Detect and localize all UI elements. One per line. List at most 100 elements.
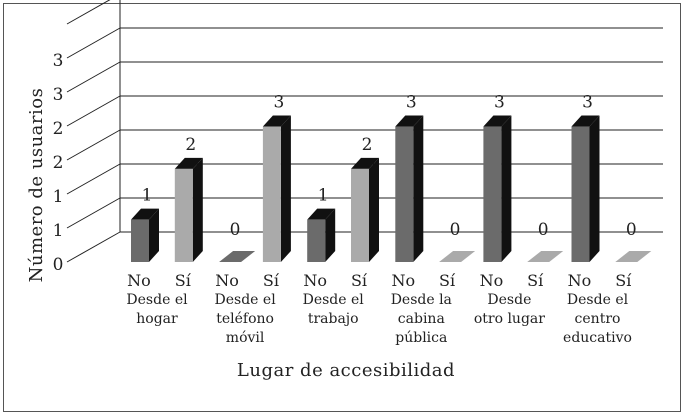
group-label: Desde el	[567, 292, 629, 308]
group-label: Desde el	[215, 292, 277, 308]
x-category-label: No	[127, 271, 151, 290]
data-label: 2	[362, 135, 373, 155]
bar-side	[325, 208, 336, 262]
y-tick-label: 3	[53, 51, 64, 71]
bar-side	[369, 157, 379, 262]
bar: 1	[131, 186, 159, 262]
y-tick-label: 3	[53, 85, 64, 105]
group-label: trabajo	[308, 311, 359, 327]
bar-top	[131, 208, 159, 220]
group-label: hogar	[136, 311, 178, 327]
bar-face	[483, 126, 502, 262]
x-axis-label: Lugar de accesibilidad	[237, 360, 455, 381]
bar-face	[395, 126, 414, 262]
x-category-label: No	[568, 271, 592, 290]
bar-face	[174, 168, 193, 262]
group-label: otro lugar	[474, 311, 545, 327]
bar-top	[307, 208, 336, 220]
grid-diagonal	[66, 163, 121, 195]
y-tick-label: 2	[53, 119, 64, 139]
bar: 3	[571, 93, 600, 262]
bar: 0	[439, 220, 476, 262]
data-label: 0	[230, 220, 241, 240]
x-category-label: Sí	[527, 271, 544, 290]
data-label: 1	[318, 186, 329, 206]
bar-top	[571, 115, 600, 127]
bar-side	[413, 115, 424, 262]
grid-diagonal	[66, 61, 121, 93]
bar: 0	[615, 220, 652, 262]
data-label: 1	[142, 186, 153, 206]
bar: 2	[351, 135, 379, 262]
bar-top	[395, 115, 424, 127]
bar-face	[262, 126, 281, 262]
bar: 3	[395, 93, 424, 262]
x-category-labels: No Sí Desde el hogar No Sí Desde el teléfono móv…	[126, 271, 632, 346]
grid-diagonal	[66, 95, 121, 127]
data-label: 0	[626, 220, 637, 240]
y-tick-label: 1	[53, 221, 64, 241]
group-label: teléfono	[216, 311, 274, 327]
data-label: 3	[494, 93, 505, 113]
group-label: educativo	[563, 330, 632, 346]
bar-face	[307, 219, 326, 262]
group-label: centro	[575, 311, 621, 327]
group-label: Desde la	[391, 292, 452, 308]
bar-side	[149, 208, 159, 262]
bar: 2	[174, 135, 203, 262]
bar-side	[501, 115, 512, 262]
data-label: 3	[582, 93, 593, 113]
y-tick-label: 1	[53, 187, 64, 207]
bar-side	[280, 115, 291, 262]
bar-zero	[219, 251, 256, 262]
x-category-label: Sí	[615, 271, 632, 290]
bars-layer: 1 2 0 3 1 2 3 0 3 0 3 0	[131, 93, 652, 262]
bar-zero	[527, 251, 564, 262]
grid-diagonal	[66, 129, 121, 161]
group-label: Desde el	[303, 292, 365, 308]
bar-zero	[615, 251, 652, 262]
bar-face	[351, 168, 369, 262]
data-label: 2	[185, 135, 196, 155]
y-tick-label: 0	[53, 255, 64, 275]
bar-face	[131, 219, 149, 262]
bar: 3	[483, 93, 512, 262]
y-tick-label: 2	[53, 153, 64, 173]
x-category-label: Sí	[439, 271, 456, 290]
grid-diagonal	[66, 0, 111, 25]
bar-zero	[439, 251, 476, 262]
bar: 0	[219, 220, 256, 262]
y-axis-label: Número de usuarios	[26, 88, 47, 283]
group-label: Desde	[487, 292, 531, 308]
x-category-label: No	[391, 271, 415, 290]
data-label: 0	[450, 220, 461, 240]
bar-face	[571, 126, 590, 262]
x-category-label: Sí	[175, 271, 192, 290]
chart-frame	[3, 3, 681, 412]
x-category-label: Sí	[351, 271, 368, 290]
group-label: móvil	[226, 330, 265, 346]
bar-side	[589, 115, 600, 262]
bar-top	[262, 115, 291, 127]
grid-diagonal	[66, 231, 121, 263]
y-tick-labels: 0 1 1 2 2 3 3	[53, 51, 64, 275]
bar: 0	[527, 220, 564, 262]
bar-top	[483, 115, 512, 127]
x-category-label: Sí	[263, 271, 280, 290]
bar: 1	[307, 186, 336, 262]
bar-side	[192, 157, 203, 262]
data-label: 3	[406, 93, 417, 113]
x-category-label: No	[215, 271, 239, 290]
x-category-label: No	[303, 271, 327, 290]
grid-diagonal	[66, 197, 121, 229]
bar-top	[351, 157, 379, 169]
bar-top	[174, 157, 203, 169]
x-category-label: No	[480, 271, 504, 290]
group-label: cabina	[398, 311, 445, 327]
data-label: 0	[538, 220, 549, 240]
group-label: Desde el	[126, 292, 188, 308]
group-label: pública	[395, 330, 447, 346]
data-label: 3	[273, 93, 284, 113]
grid-diagonal	[66, 27, 121, 59]
